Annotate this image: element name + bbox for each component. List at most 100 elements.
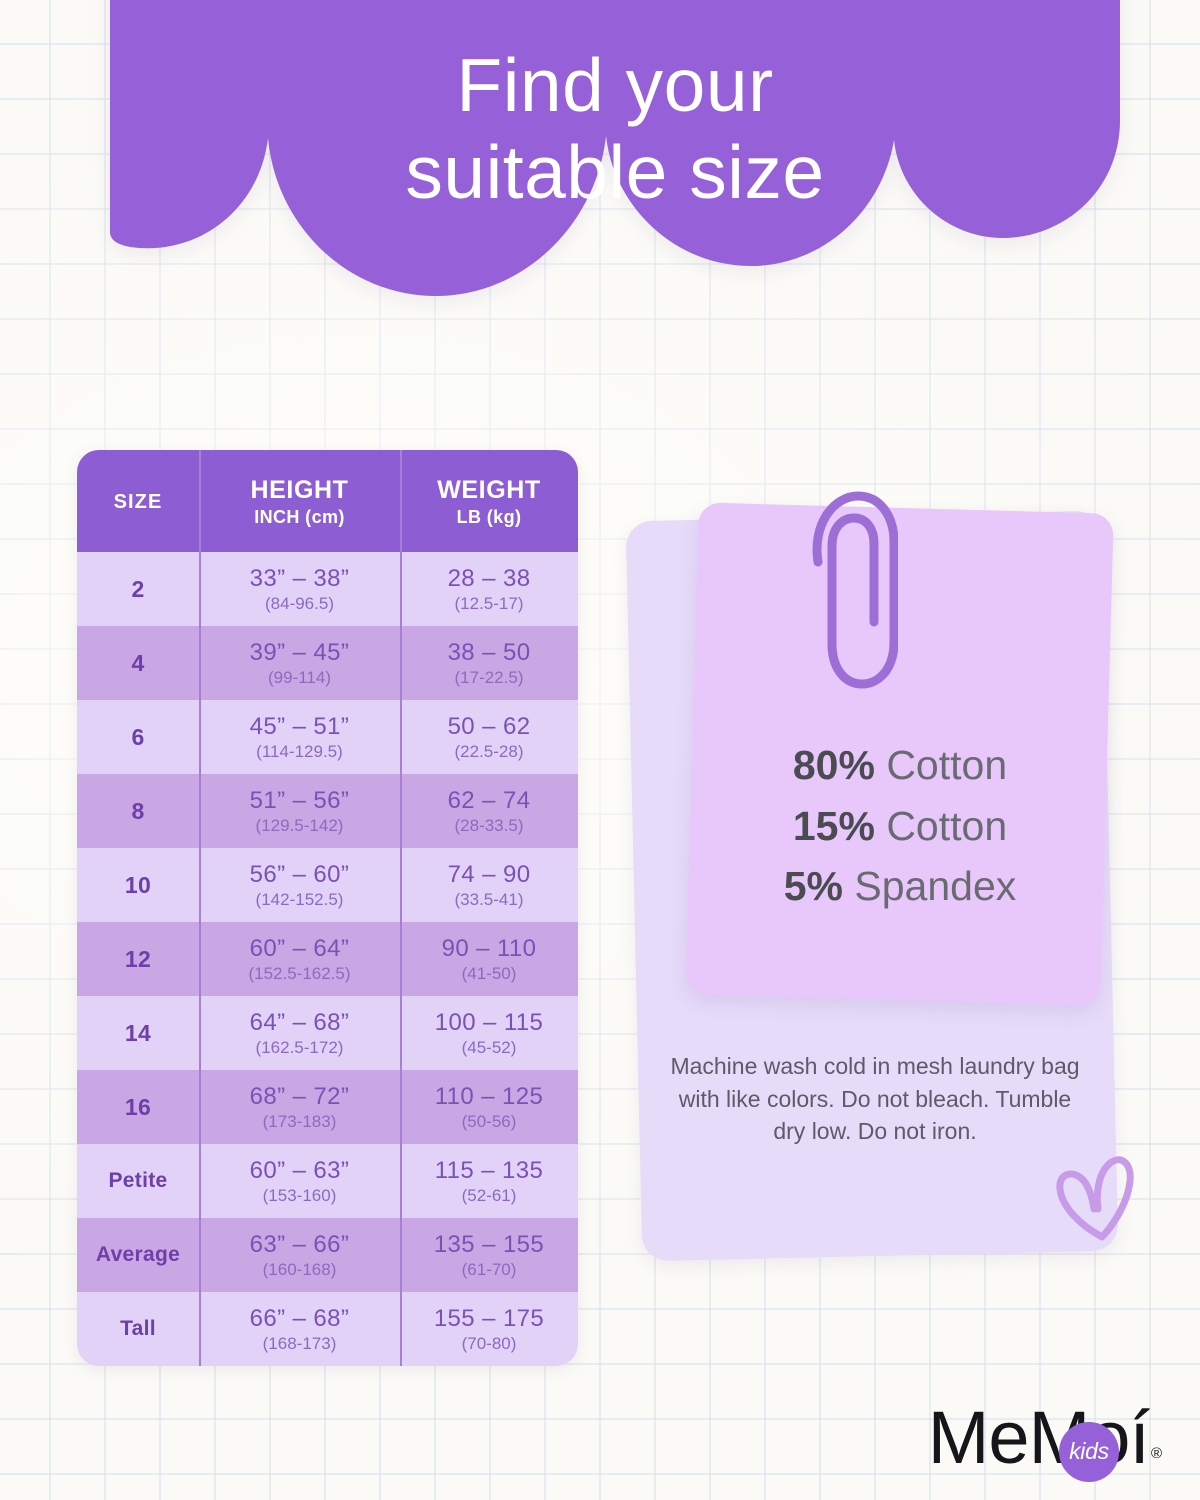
cell-size: 2 <box>77 552 199 626</box>
column-header-size: SIZE <box>113 490 163 513</box>
height-cm: (114-129.5) <box>256 741 343 761</box>
table-row: 16 68” – 72” (173-183) 110 – 125 (50-56) <box>77 1070 578 1144</box>
cell-weight: 74 – 90 (33.5-41) <box>400 848 578 922</box>
height-cm: (162.5-172) <box>255 1037 344 1057</box>
cell-weight: 100 – 115 (45-52) <box>400 996 578 1070</box>
cell-size: Petite <box>77 1144 199 1218</box>
weight-lb: 62 – 74 <box>447 786 531 814</box>
weight-kg: (45-52) <box>461 1037 517 1057</box>
cell-height: 33” – 38” (84-96.5) <box>199 552 400 626</box>
table-row: 6 45” – 51” (114-129.5) 50 – 62 (22.5-28) <box>77 700 578 774</box>
height-inches: 39” – 45” <box>249 638 350 666</box>
table-row: 12 60” – 64” (152.5-162.5) 90 – 110 (41-50) <box>77 922 578 996</box>
size-value: 12 <box>124 945 152 972</box>
cell-weight: 28 – 38 (12.5-17) <box>400 552 578 626</box>
height-inches: 56” – 60” <box>249 860 350 888</box>
cell-weight: 115 – 135 (52-61) <box>400 1144 578 1218</box>
fabric-material-3: Spandex <box>854 863 1017 910</box>
cell-weight: 90 – 110 (41-50) <box>400 922 578 996</box>
size-value: Petite <box>108 1169 168 1192</box>
weight-lb: 155 – 175 <box>433 1304 545 1332</box>
cell-size: 16 <box>77 1070 199 1144</box>
height-inches: 45” – 51” <box>249 712 350 740</box>
page-title-line-2: suitable size <box>405 130 825 214</box>
cell-weight: 38 – 50 (17-22.5) <box>400 626 578 700</box>
size-value: 16 <box>124 1093 152 1120</box>
heart-doodle-icon <box>1050 1155 1142 1251</box>
height-inches: 66” – 68” <box>249 1304 350 1332</box>
size-value: 6 <box>131 723 145 750</box>
height-inches: 68” – 72” <box>249 1082 350 1110</box>
height-cm: (99-114) <box>268 667 331 687</box>
fabric-line-2: 15% Cotton <box>700 796 1100 857</box>
weight-lb: 115 – 135 <box>434 1156 544 1184</box>
cell-height: 64” – 68” (162.5-172) <box>199 996 400 1070</box>
weight-lb: 90 – 110 <box>441 934 537 962</box>
size-value: Tall <box>120 1317 156 1340</box>
height-inches: 64” – 68” <box>249 1008 350 1036</box>
fabric-line-3: 5% Spandex <box>700 856 1100 917</box>
cell-size: 8 <box>77 774 199 848</box>
weight-lb: 50 – 62 <box>447 712 531 740</box>
table-row: Petite 60” – 63” (153-160) 115 – 135 (52-61) <box>77 1144 578 1218</box>
brand-logo: MeMoí kids ® <box>928 1400 1162 1482</box>
care-instructions-text: Machine wash cold in mesh laundry bag wi… <box>670 1053 1080 1145</box>
table-row: Average 63” – 66” (160-168) 135 – 155 (61-70… <box>77 1218 578 1292</box>
weight-kg: (33.5-41) <box>454 889 524 909</box>
cell-height: 45” – 51” (114-129.5) <box>199 700 400 774</box>
height-cm: (152.5-162.5) <box>248 963 351 983</box>
weight-kg: (12.5-17) <box>454 593 524 613</box>
column-divider-1 <box>199 450 201 1366</box>
weight-lb: 100 – 115 <box>434 1008 544 1036</box>
cell-size: Tall <box>77 1292 199 1366</box>
cell-size: 14 <box>77 996 199 1070</box>
table-row: 10 56” – 60” (142-152.5) 74 – 90 (33.5-41) <box>77 848 578 922</box>
table-row: Tall 66” – 68” (168-173) 155 – 175 (70-80) <box>77 1292 578 1366</box>
size-value: 14 <box>124 1019 152 1046</box>
height-cm: (142-152.5) <box>255 889 344 909</box>
weight-kg: (52-61) <box>461 1185 517 1205</box>
page-title-line-1: Find your <box>456 43 774 127</box>
fabric-percent-2: 15% <box>792 802 875 849</box>
height-inches: 60” – 64” <box>249 934 350 962</box>
table-row: 14 64” – 68” (162.5-172) 100 – 115 (45-52) <box>77 996 578 1070</box>
logo-registered-mark: ® <box>1150 1445 1162 1462</box>
height-cm: (173-183) <box>262 1111 337 1131</box>
weight-kg: (28-33.5) <box>454 815 524 835</box>
height-inches: 33” – 38” <box>249 564 350 592</box>
table-row: 2 33” – 38” (84-96.5) 28 – 38 (12.5-17) <box>77 552 578 626</box>
weight-lb: 110 – 125 <box>434 1082 544 1110</box>
cell-weight: 155 – 175 (70-80) <box>400 1292 578 1366</box>
fabric-material-2: Cotton <box>886 802 1008 849</box>
cell-height: 60” – 64” (152.5-162.5) <box>199 922 400 996</box>
height-inches: 60” – 63” <box>249 1156 350 1184</box>
fabric-percent-3: 5% <box>783 863 843 910</box>
cell-height: 60” – 63” (153-160) <box>199 1144 400 1218</box>
size-value: 10 <box>124 871 152 898</box>
cell-weight: 110 – 125 (50-56) <box>400 1070 578 1144</box>
height-cm: (153-160) <box>262 1185 337 1205</box>
weight-lb: 38 – 50 <box>447 638 531 666</box>
cell-height: 51” – 56” (129.5-142) <box>199 774 400 848</box>
weight-kg: (17-22.5) <box>454 667 524 687</box>
height-cm: (160-168) <box>262 1259 337 1279</box>
weight-kg: (70-80) <box>461 1333 517 1353</box>
logo-wordmark: MeMoí kids <box>928 1400 1150 1482</box>
table-body: 2 33” – 38” (84-96.5) 28 – 38 (12.5-17) 4 39” … <box>77 552 578 1366</box>
height-inches: 63” – 66” <box>249 1230 350 1258</box>
cell-size: 12 <box>77 922 199 996</box>
weight-lb: 28 – 38 <box>447 564 531 592</box>
table-row: 8 51” – 56” (129.5-142) 62 – 74 (28-33.5) <box>77 774 578 848</box>
size-value: 8 <box>131 797 145 824</box>
column-header-weight: WEIGHT LB (kg) <box>437 476 541 527</box>
weight-kg: (22.5-28) <box>454 741 524 761</box>
header-cloud-shape <box>110 0 1120 390</box>
fabric-line-1: 80% Cotton <box>700 735 1100 796</box>
height-inches: 51” – 56” <box>249 786 350 814</box>
cell-height: 66” – 68” (168-173) <box>199 1292 400 1366</box>
table-header-row: SIZE HEIGHT INCH (cm) WEIGHT LB (kg) <box>77 450 578 552</box>
column-header-height: HEIGHT INCH (cm) <box>250 476 349 527</box>
weight-kg: (61-70) <box>461 1259 517 1279</box>
cell-size: 4 <box>77 626 199 700</box>
logo-kids-badge: kids <box>1058 1421 1119 1482</box>
